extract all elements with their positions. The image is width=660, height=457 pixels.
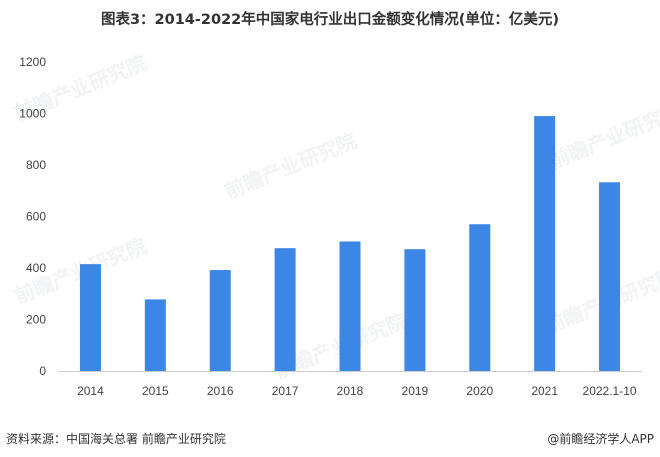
bar-2020 xyxy=(469,224,491,371)
y-tick-label: 1200 xyxy=(19,55,46,69)
x-tick-label: 2020 xyxy=(466,384,493,398)
x-tick-label: 2022.1-10 xyxy=(583,384,637,398)
bar-2014 xyxy=(79,264,101,371)
y-tick-label: 400 xyxy=(26,261,46,275)
y-tick-label: 600 xyxy=(26,210,46,224)
bar-2018 xyxy=(339,241,361,371)
y-tick-label: 200 xyxy=(26,313,46,327)
y-tick-label: 800 xyxy=(26,158,46,172)
x-tick-label: 2019 xyxy=(402,384,429,398)
bar-2021 xyxy=(534,116,556,371)
y-tick-label: 0 xyxy=(39,364,46,378)
bar-2015 xyxy=(144,299,166,371)
brand-label: @前瞻经济学人APP xyxy=(547,432,654,446)
bar-2016 xyxy=(209,270,231,371)
y-tick-label: 1000 xyxy=(19,107,46,121)
x-tick-label: 2014 xyxy=(77,384,104,398)
x-tick-label: 2017 xyxy=(272,384,299,398)
bar-2019 xyxy=(404,249,426,371)
x-tick-label: 2015 xyxy=(142,384,169,398)
bar-2022.1-10 xyxy=(599,182,621,371)
x-tick-label: 2018 xyxy=(337,384,364,398)
x-tick-label: 2016 xyxy=(207,384,234,398)
chart-title: 图表3：2014-2022年中国家电行业出口金额变化情况(单位：亿美元) xyxy=(100,12,560,28)
source-note: 资料来源：中国海关总署 前瞻产业研究院 xyxy=(6,432,226,446)
x-tick-label: 2021 xyxy=(531,384,558,398)
bar-2017 xyxy=(274,248,296,371)
